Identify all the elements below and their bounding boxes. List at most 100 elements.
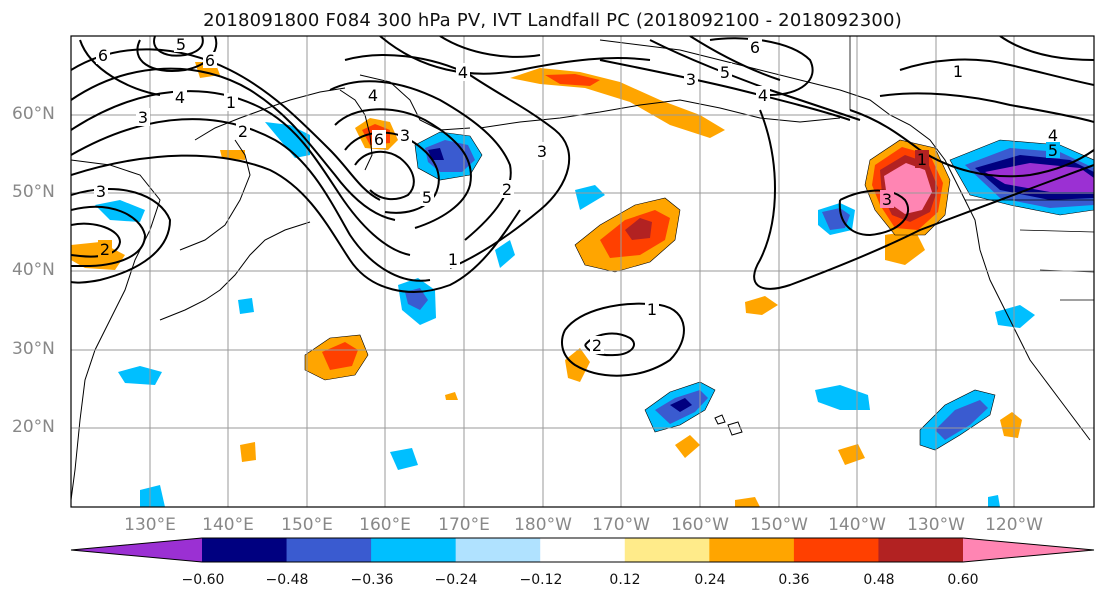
- lat-label: 30°N: [12, 339, 55, 359]
- contour-label: 2: [236, 122, 250, 141]
- lon-label: 170°E: [438, 515, 490, 535]
- contour-label: 2: [500, 180, 514, 199]
- svg-text:4: 4: [1048, 126, 1058, 145]
- contour-label: 4: [456, 63, 470, 82]
- contour-labels: 6 1 4 3 2 5 6 4 3 2 1 1 2 3 4 5 6 1 4 5 …: [94, 35, 1060, 355]
- lat-label: 20°N: [12, 417, 55, 437]
- contour-label: 1: [915, 150, 929, 169]
- lat-label: 50°N: [12, 182, 55, 202]
- colorbar-segment: [71, 538, 202, 562]
- colorbar-segment: [793, 538, 879, 562]
- contour-label: 4: [1046, 126, 1060, 145]
- colorbar-tick-label: 0.24: [694, 572, 726, 588]
- svg-text:6: 6: [750, 38, 760, 57]
- svg-text:5: 5: [720, 63, 730, 82]
- colorbar-segment: [455, 538, 541, 562]
- colorbar-outline: [70, 537, 1095, 563]
- colorbar-tick-label: 0.12: [609, 572, 641, 588]
- lon-label: 180°W: [514, 515, 572, 535]
- svg-text:2: 2: [592, 336, 602, 355]
- map-title: 2018091800 F084 300 hPa PV, IVT Landfall…: [203, 10, 902, 31]
- contour-label: 3: [535, 142, 549, 161]
- svg-text:2: 2: [238, 122, 248, 141]
- colorbar-tick-label: 0.36: [778, 572, 810, 588]
- svg-text:2: 2: [502, 180, 512, 199]
- contour-label: 1: [951, 62, 965, 81]
- contour-label: 3: [94, 182, 108, 201]
- contour-label: 4: [366, 86, 380, 105]
- contour-label: 4: [756, 86, 770, 105]
- contour-label: 6: [748, 38, 762, 57]
- svg-text:3: 3: [882, 190, 892, 209]
- gridlines: [71, 36, 1094, 507]
- colorbar-segment: [963, 538, 1094, 562]
- lon-label: 160°W: [671, 515, 729, 535]
- contour-label: 1: [446, 250, 460, 269]
- svg-text:5: 5: [1048, 141, 1058, 160]
- contour-label: 5: [420, 188, 434, 207]
- colorbar-tick-label: −0.24: [434, 572, 478, 588]
- svg-text:1: 1: [917, 150, 927, 169]
- contour-label: 6: [96, 46, 110, 65]
- contour-label: 6: [203, 51, 217, 70]
- colorbar-tick-label: −0.12: [519, 572, 563, 588]
- contour-label: 5: [174, 35, 188, 54]
- contour-label: 3: [136, 108, 150, 127]
- svg-text:1: 1: [226, 93, 236, 112]
- contour-label: 1: [645, 300, 659, 319]
- svg-text:5: 5: [422, 188, 432, 207]
- colorbar-segment: [878, 538, 964, 562]
- contour-label: 5: [1046, 141, 1060, 160]
- colorbar: [70, 537, 1095, 563]
- map-panel: 6 1 4 3 2 5 6 4 3 2 1 1 2 3 4 5 6 1 4 5 …: [71, 35, 1094, 507]
- contour-label: 5: [718, 63, 732, 82]
- colorbar-segment: [709, 538, 795, 562]
- lat-label: 40°N: [12, 260, 55, 280]
- svg-text:2: 2: [100, 240, 110, 259]
- svg-text:3: 3: [96, 182, 106, 201]
- lon-label: 160°E: [359, 515, 411, 535]
- contour-label: 4: [173, 88, 187, 107]
- svg-text:3: 3: [537, 142, 547, 161]
- colorbar-segment: [624, 538, 710, 562]
- lon-label: 150°E: [281, 515, 333, 535]
- svg-text:4: 4: [458, 63, 468, 82]
- contour-label: 3: [880, 190, 894, 209]
- lon-label: 140°W: [828, 515, 886, 535]
- contour-label: 2: [590, 336, 604, 355]
- contour-label: 3: [398, 126, 412, 145]
- lon-label: 170°W: [592, 515, 650, 535]
- colorbar-segment: [202, 538, 288, 562]
- svg-text:6: 6: [98, 46, 108, 65]
- svg-text:4: 4: [368, 86, 378, 105]
- lon-label: 150°W: [750, 515, 808, 535]
- colorbar-tick-label: 0.48: [863, 572, 895, 588]
- lon-label: 130°W: [907, 515, 965, 535]
- colorbar-segment: [286, 538, 372, 562]
- contour-label: 3: [684, 70, 698, 89]
- lon-label: 130°E: [124, 515, 176, 535]
- colorbar-segment: [540, 538, 626, 562]
- colorbar-tick-label: −0.48: [265, 572, 309, 588]
- svg-text:3: 3: [138, 108, 148, 127]
- svg-text:1: 1: [953, 62, 963, 81]
- svg-text:5: 5: [176, 35, 186, 54]
- contour-label: 2: [98, 240, 112, 259]
- svg-text:3: 3: [686, 70, 696, 89]
- svg-text:4: 4: [758, 86, 768, 105]
- svg-text:1: 1: [647, 300, 657, 319]
- svg-text:3: 3: [400, 126, 410, 145]
- map-frame: [70, 35, 1095, 508]
- lon-label: 140°E: [202, 515, 254, 535]
- colorbar-segment: [371, 538, 457, 562]
- colorbar-tick-label: −0.60: [181, 572, 225, 588]
- lon-label: 120°W: [985, 515, 1043, 535]
- svg-text:4: 4: [175, 88, 185, 107]
- contour-label: 6: [372, 130, 386, 149]
- svg-text:6: 6: [205, 51, 215, 70]
- colorbar-tick-label: −0.36: [350, 572, 394, 588]
- contour-label: 1: [224, 93, 238, 112]
- ivt-contours: [71, 36, 1094, 377]
- svg-text:1: 1: [448, 250, 458, 269]
